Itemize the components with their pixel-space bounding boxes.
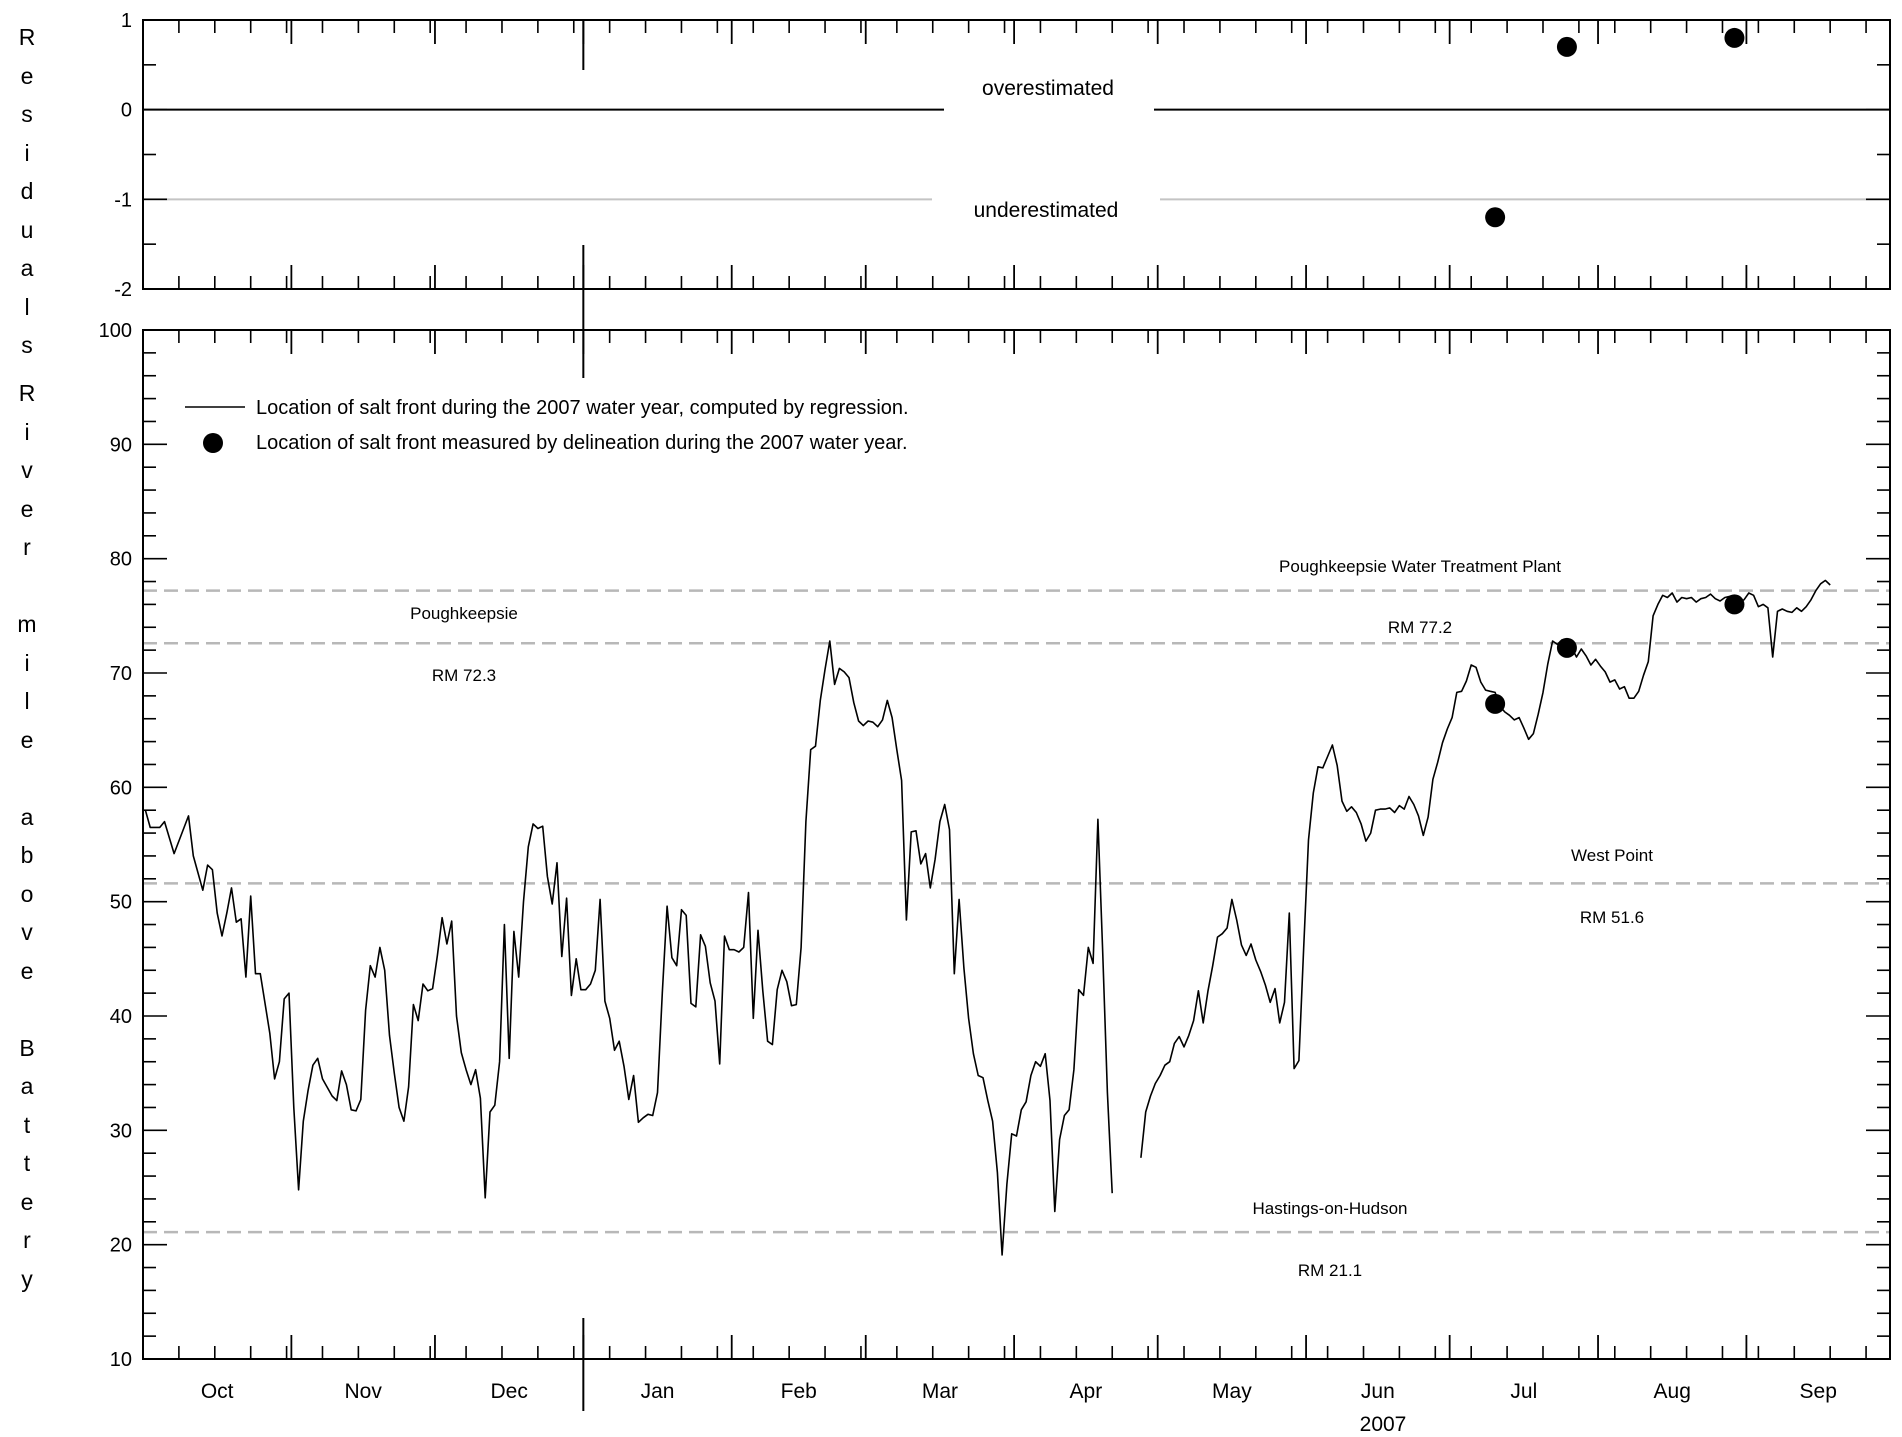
salt-front-y-tick-label: 50 <box>110 892 132 914</box>
month-label-sep: Sep <box>1800 1380 1837 1403</box>
salt-front-line-segment-2 <box>1140 579 1831 1158</box>
axis-title-letter: l <box>24 688 30 714</box>
salt-front-y-tick-label: 100 <box>99 320 132 342</box>
residual-point-1 <box>1485 207 1506 228</box>
x-year-label: 2007 <box>1360 1413 1407 1436</box>
axis-title-letter: s <box>21 332 33 358</box>
residual-point-3 <box>1724 27 1745 48</box>
salt-front-y-tick-label: 70 <box>110 663 132 685</box>
residual-y-tick-label: -2 <box>114 279 132 301</box>
measured-point-3 <box>1724 594 1745 615</box>
month-label-mar: Mar <box>922 1380 958 1403</box>
axis-title-letter: r <box>23 1227 31 1253</box>
reference-name-1: Poughkeepsie Water Treatment Plant <box>1279 557 1561 576</box>
month-label-apr: Apr <box>1070 1380 1103 1403</box>
salt-front-panel: Poughkeepsie Water Treatment Plant RM 77.… <box>143 557 1890 1280</box>
reference-name-4: Hastings-on-Hudson <box>1253 1199 1408 1218</box>
axis-title-letter: l <box>24 293 30 320</box>
reference-rm-label-3: RM 51.6 <box>1580 908 1644 927</box>
month-label-aug: Aug <box>1654 1380 1691 1403</box>
axis-title-letter: e <box>20 1188 34 1215</box>
month-label-jul: Jul <box>1510 1380 1537 1403</box>
legend-points-label: Location of salt front measured by delin… <box>256 432 908 454</box>
axis-title-letter: a <box>20 255 34 281</box>
month-label-jun: Jun <box>1361 1380 1395 1403</box>
residuals-frame <box>142 19 1891 290</box>
legend: Location of salt front during the 2007 w… <box>185 397 909 454</box>
underestimated-gap <box>932 196 1160 203</box>
legend-line-label: Location of salt front during the 2007 w… <box>256 397 909 419</box>
axis-title-letter: i <box>24 649 30 676</box>
month-label-nov: Nov <box>344 1380 382 1403</box>
axis-title-letter: a <box>20 1073 34 1099</box>
reference-rm-label-4: RM 21.1 <box>1298 1261 1362 1280</box>
month-label-dec: Dec <box>490 1380 527 1403</box>
axis-title-letter: a <box>20 803 34 830</box>
residual-point-2 <box>1556 36 1577 57</box>
residuals-panel: overestimated underestimated <box>143 27 1890 228</box>
axis-title-letter: i <box>24 418 30 445</box>
salt-front-y-tick-label: 20 <box>110 1235 132 1257</box>
salt-front-y-tick-label: 80 <box>110 549 132 571</box>
salt-front-y-tick-label: 60 <box>110 777 132 799</box>
axis-title-letter: u <box>20 216 34 243</box>
measured-point-1 <box>1485 693 1506 714</box>
axis-title-letter: b <box>20 842 34 868</box>
axis-title-letter: r <box>23 534 31 560</box>
axis-title-letter: m <box>17 611 37 637</box>
legend-point-swatch <box>203 433 223 453</box>
axis-title-letter: R <box>18 24 36 50</box>
reference-rm-label-1: RM 77.2 <box>1388 618 1452 637</box>
axis-title-letter: d <box>20 178 34 204</box>
axis-title-letter: R <box>18 380 36 406</box>
salt-front-frame <box>142 329 1891 1360</box>
salt-front-y-tick-label: 10 <box>110 1349 132 1371</box>
month-label-oct: Oct <box>201 1380 234 1403</box>
axis-title-letter: e <box>20 726 34 753</box>
measured-point-2 <box>1556 637 1577 658</box>
axis-title-letter: i <box>24 139 30 166</box>
salt-front-y-tick-label: 30 <box>110 1120 132 1142</box>
axis-title-letter: e <box>20 62 34 89</box>
reference-name-3: West Point <box>1571 846 1653 865</box>
salt-front-line-segment-1 <box>144 640 1113 1256</box>
axis-title-letter: o <box>20 880 34 907</box>
overestimated-label: overestimated <box>982 77 1114 100</box>
residual-y-tick-label: 1 <box>121 10 132 32</box>
axis-title-letter: e <box>20 957 34 984</box>
reference-rm-label-2: RM 72.3 <box>432 666 496 685</box>
overestimated-gap <box>944 106 1154 113</box>
month-label-may: May <box>1212 1380 1252 1403</box>
residual-y-tick-label: 0 <box>121 100 132 122</box>
underestimated-label: underestimated <box>974 199 1119 222</box>
month-label-jan: Jan <box>641 1380 675 1403</box>
axis-title-letter: t <box>23 1111 31 1138</box>
axis-title-letter: y <box>21 1265 33 1292</box>
axis-title-letter: v <box>21 457 33 483</box>
residual-y-tick-label: -1 <box>114 189 132 211</box>
axis-title-letter: B <box>19 1034 35 1061</box>
salt-front-y-tick-label: 40 <box>110 1006 132 1028</box>
salt-front-y-tick-label: 90 <box>110 434 132 456</box>
reference-name-2: Poughkeepsie <box>410 604 518 623</box>
axis-title-letter: v <box>21 919 33 945</box>
month-label-feb: Feb <box>781 1380 817 1403</box>
axis-title-letter: t <box>23 1150 31 1176</box>
axis-title-letter: s <box>21 101 33 127</box>
axis-title-letter: e <box>20 495 34 522</box>
